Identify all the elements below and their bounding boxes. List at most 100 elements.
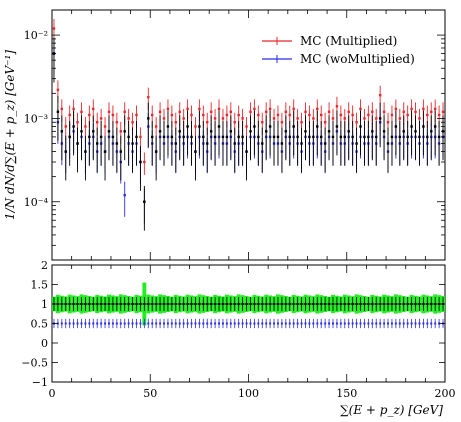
data-point-multiplied bbox=[52, 27, 56, 30]
data-point-data bbox=[194, 150, 197, 153]
data-point-data bbox=[139, 160, 142, 164]
ratio-point-womultiplied bbox=[418, 322, 421, 325]
ratio-point-womultiplied bbox=[371, 322, 374, 325]
data-point-multiplied bbox=[264, 110, 268, 114]
x-tick-label: 200 bbox=[435, 387, 456, 400]
data-point-data bbox=[426, 135, 429, 139]
ratio-point-womultiplied bbox=[276, 322, 279, 325]
ratio-plot-frame bbox=[51, 264, 446, 383]
data-point-data bbox=[213, 135, 217, 139]
data-point-multiplied bbox=[261, 121, 264, 124]
ratio-point-womultiplied bbox=[284, 322, 287, 325]
data-point-data bbox=[268, 125, 272, 128]
ratio-point-womultiplied bbox=[430, 322, 433, 325]
data-point-multiplied bbox=[367, 113, 370, 117]
x-tick-label: 150 bbox=[336, 387, 357, 400]
y-tick-label-ratio: 0 bbox=[41, 337, 48, 350]
ratio-plot-layer bbox=[52, 282, 445, 329]
data-point-data bbox=[241, 135, 244, 139]
ratio-point-womultiplied bbox=[155, 322, 158, 325]
data-point-multiplied bbox=[312, 117, 315, 120]
data-point-multiplied bbox=[151, 113, 154, 117]
ratio-point-womultiplied bbox=[269, 322, 272, 325]
ratio-point-womultiplied bbox=[178, 322, 181, 325]
y-tick-label-ratio: 0.5 bbox=[31, 318, 49, 331]
ratio-point-womultiplied bbox=[115, 322, 118, 325]
data-point-multiplied bbox=[406, 113, 409, 117]
ratio-point-womultiplied bbox=[135, 322, 138, 325]
data-point-data bbox=[414, 130, 417, 133]
ratio-point-womultiplied bbox=[316, 322, 319, 325]
x-tick-label: 100 bbox=[238, 387, 259, 400]
axis-layer: 10⁻⁴ 10⁻³ 10⁻² −1 −0.5 0 0.5 1 1.5 2 0 50 100 150 200 bbox=[21, 9, 456, 400]
data-point-multiplied bbox=[272, 117, 276, 120]
data-point-multiplied bbox=[64, 125, 67, 128]
data-point-data bbox=[300, 142, 303, 145]
data-point-data bbox=[143, 200, 146, 203]
data-point-multiplied bbox=[139, 135, 142, 139]
data-point-data bbox=[186, 125, 189, 128]
data-point-multiplied bbox=[209, 110, 213, 114]
data-point-multiplied bbox=[241, 117, 244, 120]
ratio-point-womultiplied bbox=[206, 322, 209, 325]
data-point-multiplied bbox=[280, 121, 284, 124]
data-point-multiplied bbox=[76, 121, 79, 124]
ratio-point-womultiplied bbox=[257, 322, 260, 325]
ratio-point-womultiplied bbox=[296, 322, 299, 325]
data-point-data bbox=[304, 130, 307, 133]
data-point-multiplied bbox=[60, 107, 64, 111]
ratio-point-womultiplied bbox=[331, 322, 334, 325]
ratio-point-womultiplied bbox=[379, 322, 382, 325]
ratio-point-womultiplied bbox=[229, 322, 232, 325]
data-point-multiplied bbox=[426, 113, 429, 117]
data-point-data bbox=[253, 125, 256, 128]
data-point-multiplied bbox=[304, 110, 307, 114]
data-point-data bbox=[249, 130, 252, 133]
data-point-multiplied bbox=[363, 117, 366, 120]
ratio-point-womultiplied bbox=[131, 322, 134, 325]
ratio-point-womultiplied bbox=[253, 322, 256, 325]
ratio-point-womultiplied bbox=[273, 322, 276, 325]
data-point-multiplied bbox=[127, 117, 130, 120]
data-point-data bbox=[323, 142, 327, 145]
data-point-data bbox=[402, 130, 405, 133]
data-point-data bbox=[430, 130, 433, 133]
data-point-data bbox=[217, 125, 221, 128]
ratio-point-womultiplied bbox=[288, 322, 291, 325]
data-point-multiplied bbox=[331, 117, 335, 120]
data-point-multiplied bbox=[123, 110, 126, 114]
legend-label-multiplied: MC (Multiplied) bbox=[300, 34, 397, 48]
data-point-multiplied bbox=[335, 105, 339, 108]
data-point-data bbox=[296, 135, 299, 139]
x-axis-title: ∑(E + p_z) [GeV] bbox=[340, 403, 443, 417]
data-point-multiplied bbox=[339, 113, 343, 117]
ratio-point-womultiplied bbox=[186, 322, 189, 325]
ratio-point-womultiplied bbox=[123, 322, 126, 325]
data-point-data bbox=[320, 135, 323, 139]
data-point-data bbox=[363, 135, 366, 139]
data-point-multiplied bbox=[359, 107, 362, 111]
data-point-multiplied bbox=[217, 107, 221, 111]
data-point-data bbox=[80, 130, 83, 133]
data-point-data bbox=[127, 135, 130, 139]
ratio-point-womultiplied bbox=[394, 322, 397, 325]
data-point-data bbox=[103, 150, 107, 153]
data-point-data bbox=[166, 125, 170, 128]
ratio-point-womultiplied bbox=[127, 322, 130, 325]
data-point-data bbox=[335, 125, 339, 128]
data-point-multiplied bbox=[88, 113, 91, 117]
data-point-data bbox=[292, 125, 295, 128]
ratio-point-womultiplied bbox=[320, 322, 323, 325]
ratio-point-womultiplied bbox=[202, 322, 205, 325]
data-point-data bbox=[245, 150, 248, 153]
legend-label-womultiplied: MC (woMultiplied) bbox=[300, 52, 415, 66]
ratio-point-womultiplied bbox=[60, 322, 63, 325]
ratio-point-womultiplied bbox=[225, 322, 228, 325]
y-tick-label-ratio: −1 bbox=[32, 376, 48, 389]
data-point-multiplied bbox=[147, 95, 150, 99]
ratio-point-womultiplied bbox=[339, 322, 342, 325]
data-point-data bbox=[351, 135, 354, 139]
data-point-multiplied bbox=[143, 160, 146, 164]
data-point-multiplied bbox=[131, 121, 134, 124]
data-point-data bbox=[261, 142, 264, 145]
